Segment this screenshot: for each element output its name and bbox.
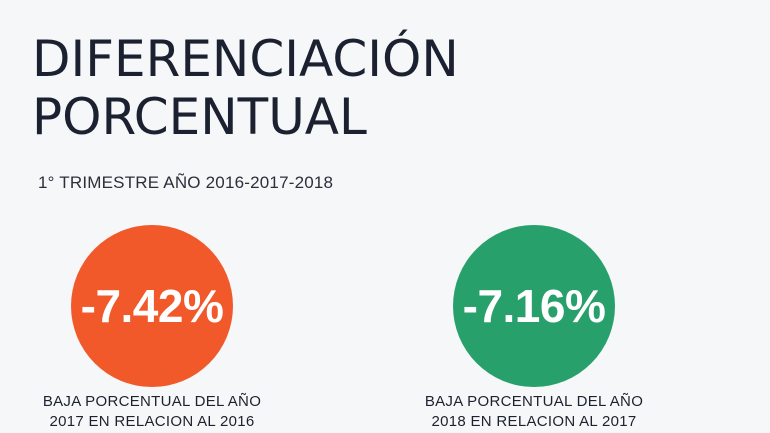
stat-caption-line-2: 2017 EN RELACION AL 2016 <box>49 413 255 430</box>
stat-caption-line-1: BAJA PORCENTUAL DEL AÑO <box>42 393 262 410</box>
title-line-1: DIFERENCIACIÓN <box>32 30 459 88</box>
stat-value: -7.16% <box>462 280 606 332</box>
page-title: DIFERENCIACIÓN PORCENTUAL <box>32 30 459 146</box>
subtitle: 1° TRIMESTRE AÑO 2016-2017-2018 <box>38 173 334 192</box>
stat-value: -7.42% <box>80 280 224 332</box>
stat-caption: BAJA PORCENTUAL DEL AÑO 2017 EN RELACION… <box>12 392 292 432</box>
stat-caption-line-2: 2018 EN RELACION AL 2017 <box>431 413 637 430</box>
stat-2018-vs-2017: -7.16% BAJA PORCENTUAL DEL AÑO 2018 EN R… <box>394 225 674 432</box>
stat-2017-vs-2016: -7.42% BAJA PORCENTUAL DEL AÑO 2017 EN R… <box>12 225 292 432</box>
stat-circle-orange: -7.42% <box>71 225 233 387</box>
title-line-2: PORCENTUAL <box>32 88 367 146</box>
stat-caption-line-1: BAJA PORCENTUAL DEL AÑO <box>424 393 644 410</box>
stat-caption: BAJA PORCENTUAL DEL AÑO 2018 EN RELACION… <box>394 392 674 432</box>
stat-circle-green: -7.16% <box>453 225 615 387</box>
